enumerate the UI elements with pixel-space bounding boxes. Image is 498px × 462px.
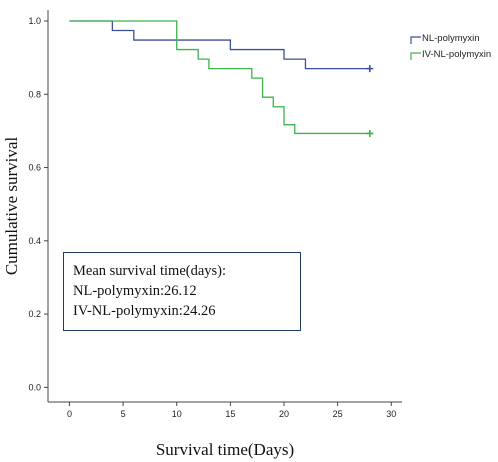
x-tick-label: 15	[225, 409, 235, 419]
x-tick-label: 0	[67, 409, 72, 419]
y-tick-label: 1.0	[28, 16, 41, 26]
mean-survival-annotation: Mean survival time(days): NL-polymyxin:2…	[63, 252, 301, 331]
series-line-iv-nl-polymyxin	[69, 20, 370, 135]
x-axis-title: Survival time(Days)	[156, 440, 294, 459]
y-tick-label: 0.6	[28, 163, 41, 173]
y-tick-label: 0.4	[28, 236, 41, 246]
y-tick-label: 0.0	[28, 382, 41, 392]
y-axis-title: Cumulative survival	[2, 137, 21, 276]
annotation-heading: Mean survival time(days):	[73, 263, 227, 279]
annotation-nl-polymyxin: NL-polymyxin:26.12	[73, 283, 197, 299]
x-tick-label: 30	[386, 409, 396, 419]
y-tick-label: 0.2	[28, 309, 41, 319]
legend-label-nl-polymyxin: NL-polymyxin	[422, 33, 480, 44]
x-tick-label: 5	[121, 409, 126, 419]
legend: NL-polymyxin IV-NL-polymyxin	[410, 33, 491, 60]
x-tick-label: 10	[172, 409, 182, 419]
x-axis-ticks: 0 5 10 15 20 25 30	[67, 402, 396, 419]
censor-mark-nl-polymyxin	[366, 65, 374, 73]
y-tick-label: 0.8	[28, 89, 41, 99]
censor-mark-iv-nl-polymyxin	[366, 129, 374, 137]
legend-label-iv-nl-polymyxin: IV-NL-polymyxin	[422, 49, 491, 60]
series-layer	[69, 20, 374, 137]
x-tick-label: 20	[279, 409, 289, 419]
y-axis-ticks: 0.0 0.2 0.4 0.6 0.8 1.0	[28, 16, 48, 392]
series-line-nl-polymyxin	[69, 20, 370, 70]
legend-swatch-nl-polymyxin	[410, 36, 421, 44]
legend-swatch-iv-nl-polymyxin	[410, 52, 421, 60]
x-tick-label: 25	[333, 409, 343, 419]
annotation-iv-nl-polymyxin: IV-NL-polymyxin:24.26	[73, 303, 216, 319]
